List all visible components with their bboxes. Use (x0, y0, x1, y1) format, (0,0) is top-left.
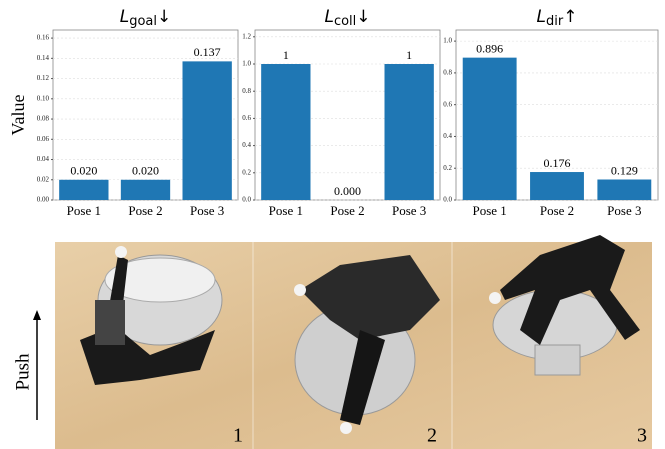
y-tick-label: 0.16 (37, 34, 50, 42)
y-tick-label: 0.6 (242, 114, 251, 122)
y-tick-label: 0.4 (443, 132, 452, 140)
bar (530, 172, 584, 200)
title-sub: coll (334, 14, 356, 29)
y-tick-label: 0.8 (443, 69, 452, 77)
y-tick-label: 0.12 (37, 74, 50, 82)
y-tick-label: 0.10 (37, 94, 50, 102)
fingertip (489, 292, 501, 304)
fingertip (294, 284, 306, 296)
bar (183, 61, 232, 200)
panel-label: 2 (427, 425, 437, 447)
bowl-base (535, 345, 580, 375)
x-tick-label: Pose 1 (67, 203, 101, 218)
y-tick-label: 0.4 (242, 141, 251, 149)
x-tick-label: Pose 2 (540, 203, 574, 218)
x-tick-label: Pose 2 (128, 203, 162, 218)
chart-title: Lcoll↓ (324, 7, 370, 29)
y-tick-label: 0.02 (37, 175, 50, 183)
title-sub: goal (129, 14, 157, 29)
y-tick-label: 1.0 (443, 37, 452, 45)
push-arrow-head (33, 310, 41, 320)
y-tick-label: 0.06 (37, 135, 50, 143)
y-tick-label: 0.14 (37, 54, 50, 62)
bar (385, 64, 434, 200)
y-tick-label: 0.00 (37, 196, 50, 204)
y-axis-label: Value (8, 94, 28, 135)
x-tick-label: Pose 2 (330, 203, 364, 218)
figure: 1 2 3 Push Lgoal↓Value0.000.020.040.060.… (0, 0, 665, 449)
value-label: 0.176 (544, 156, 571, 170)
x-tick-label: Pose 3 (607, 203, 641, 218)
value-label: 0.896 (476, 41, 503, 55)
title-suffix: ↑ (563, 7, 577, 27)
value-label: 0.129 (611, 163, 638, 177)
value-label: 0.020 (132, 164, 159, 178)
y-tick-label: 0.8 (242, 87, 251, 95)
x-tick-label: Pose 1 (269, 203, 303, 218)
value-label: 1 (406, 48, 412, 62)
panel-label: 3 (637, 425, 647, 447)
bar (59, 180, 108, 200)
y-tick-label: 0.0 (443, 196, 452, 204)
y-tick-label: 0.2 (242, 168, 251, 176)
title-suffix: ↓ (157, 7, 171, 27)
x-tick-label: Pose 3 (190, 203, 224, 218)
y-tick-label: 1.0 (242, 60, 251, 68)
y-tick-label: 0.0 (242, 196, 251, 204)
bar (463, 58, 517, 200)
value-label: 0.020 (70, 164, 97, 178)
push-label: Push (12, 353, 33, 390)
photo-panels: 1 2 3 (55, 235, 652, 449)
title-suffix: ↓ (356, 7, 370, 27)
value-label: 0.000 (334, 184, 361, 198)
x-tick-label: Pose 1 (473, 203, 507, 218)
chart-title: Ldir↑ (537, 7, 578, 29)
panel-label: 1 (233, 425, 243, 447)
bar (597, 180, 651, 200)
hand-palm (95, 300, 125, 345)
x-tick-label: Pose 3 (392, 203, 426, 218)
fingertip (340, 422, 352, 434)
y-tick-label: 1.2 (242, 32, 251, 40)
title-sub: dir (546, 14, 564, 29)
title-main: L (324, 7, 333, 27)
y-tick-label: 0.2 (443, 164, 452, 172)
title-main: L (537, 7, 546, 27)
bar (121, 180, 170, 200)
chart-title: Lgoal↓ (120, 7, 172, 29)
y-tick-label: 0.04 (37, 155, 50, 163)
title-main: L (120, 7, 129, 27)
value-label: 0.137 (194, 45, 221, 59)
y-tick-label: 0.08 (37, 115, 50, 123)
bar (261, 64, 310, 200)
fingertip (115, 246, 127, 258)
y-tick-label: 0.6 (443, 100, 452, 108)
value-label: 1 (283, 48, 289, 62)
